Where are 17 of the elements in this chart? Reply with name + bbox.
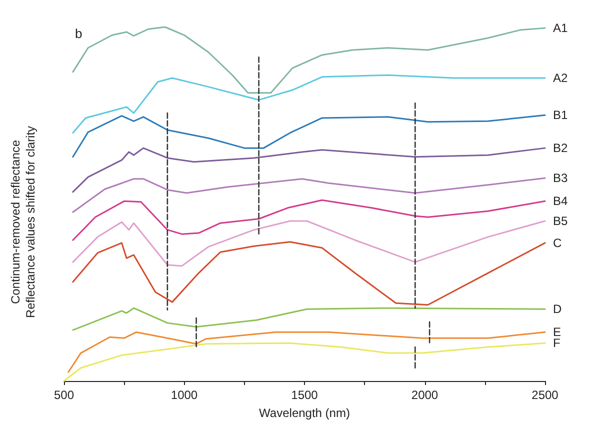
series-label: B5: [553, 214, 568, 228]
x-tick-label: 500: [54, 388, 74, 402]
y-axis-title: Continum-removed reflectance Reflectance values shifted for clarity: [8, 126, 38, 318]
x-tick-label: 2500: [532, 388, 559, 402]
x-tick-label: 1500: [291, 388, 318, 402]
series-label: C: [553, 236, 562, 250]
x-tick-label: 2000: [411, 388, 438, 402]
chart-title: b: [75, 26, 82, 41]
series-label: B2: [553, 141, 568, 156]
series-label: B4: [553, 194, 568, 208]
series-label: A1: [553, 21, 568, 36]
series-label: B3: [553, 171, 568, 186]
series-label: B1: [553, 108, 568, 122]
x-tick-label: 1000: [170, 388, 198, 402]
series-label: D: [553, 302, 562, 316]
series-label: A2: [553, 70, 568, 85]
x-axis-title: Wavelength (nm): [259, 406, 350, 420]
